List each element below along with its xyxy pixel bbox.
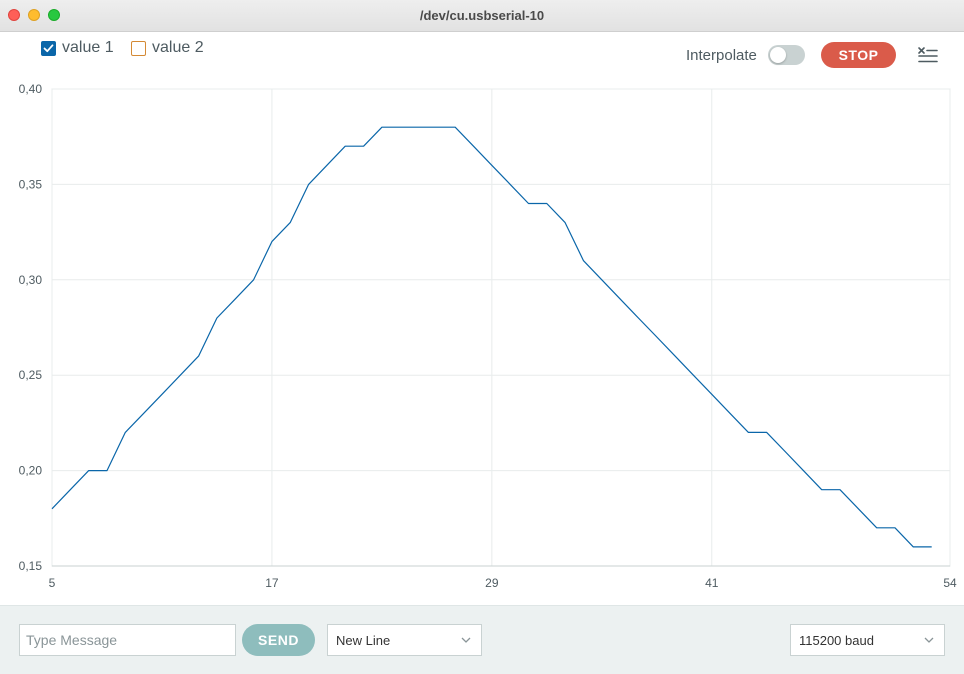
data-point — [490, 164, 493, 167]
data-point — [545, 202, 548, 205]
x-tick-label: 41 — [705, 576, 719, 590]
interpolate-toggle[interactable] — [768, 45, 805, 65]
plot-frame — [51, 88, 951, 567]
baud-rate-select[interactable]: 115200 baud — [790, 624, 945, 656]
data-point — [710, 393, 713, 396]
data-point — [784, 450, 787, 453]
title-bar: /dev/cu.usbserial-10 — [0, 0, 964, 32]
interpolate-label: Interpolate — [686, 47, 757, 64]
data-point — [839, 488, 842, 491]
data-point — [87, 469, 90, 472]
data-point — [912, 545, 915, 548]
data-point — [142, 412, 145, 415]
data-point — [362, 145, 365, 148]
window-title: /dev/cu.usbserial-10 — [419, 8, 545, 23]
data-point — [105, 469, 108, 472]
data-point — [197, 355, 200, 358]
data-point — [527, 202, 530, 205]
data-point — [69, 488, 72, 491]
plot-area: 0,40 0,35 0,30 0,25 0,20 0,15 5 17 29 41 54 — [19, 82, 957, 590]
send-button[interactable]: SEND — [242, 624, 315, 656]
data-point — [417, 126, 420, 129]
baud-rate-value: 115200 baud — [799, 632, 874, 648]
data-point — [619, 297, 622, 300]
data-point — [215, 316, 218, 319]
data-point — [380, 126, 383, 129]
data-point — [857, 507, 860, 510]
maximize-window-button[interactable] — [48, 9, 60, 21]
data-point — [399, 126, 402, 129]
minimize-window-button[interactable] — [28, 9, 40, 21]
data-point — [802, 469, 805, 472]
data-point — [564, 221, 567, 224]
legend-item-value-2[interactable]: value 2 — [131, 39, 204, 57]
y-tick-label: 0,35 — [19, 177, 43, 191]
value-2-checkbox[interactable] — [131, 40, 146, 56]
data-point — [51, 507, 54, 510]
data-point — [930, 545, 933, 548]
legend-label-value-1: value 1 — [62, 39, 114, 56]
data-point — [894, 526, 897, 529]
y-tick-label: 0,15 — [19, 559, 43, 573]
data-point — [875, 526, 878, 529]
legend-item-value-1[interactable]: value 1 — [41, 39, 114, 57]
checkmark-icon — [43, 43, 54, 52]
data-point — [692, 374, 695, 377]
plotter-toolbar: value 1 value 2 Interpolate STOP — [0, 32, 964, 82]
data-point — [582, 259, 585, 262]
value-1-checkbox[interactable] — [41, 40, 56, 56]
data-point — [270, 240, 273, 243]
y-tick-label: 0,20 — [19, 464, 43, 478]
data-point — [674, 355, 677, 358]
chevron-down-icon — [924, 637, 934, 643]
data-point — [124, 431, 127, 434]
data-point — [307, 183, 310, 186]
data-point — [820, 488, 823, 491]
toggle-knob — [770, 47, 786, 63]
y-tick-label: 0,30 — [19, 273, 43, 287]
message-bar: SEND New Line 115200 baud — [0, 605, 964, 674]
y-tick-label: 0,25 — [19, 368, 43, 382]
y-tick-label: 0,40 — [19, 82, 43, 96]
clear-output-icon[interactable] — [917, 46, 939, 64]
x-tick-label: 54 — [943, 576, 957, 590]
data-point — [344, 145, 347, 148]
x-tick-label: 29 — [485, 576, 499, 590]
series-line-value-1 — [51, 126, 932, 548]
data-point — [655, 336, 658, 339]
data-point — [747, 431, 750, 434]
data-point — [160, 393, 163, 396]
data-point — [435, 126, 438, 129]
close-window-button[interactable] — [8, 9, 20, 21]
x-tick-label: 5 — [49, 576, 56, 590]
data-point — [325, 164, 328, 167]
data-point — [179, 374, 182, 377]
data-point — [454, 126, 457, 129]
message-input[interactable] — [19, 624, 236, 656]
data-point — [600, 278, 603, 281]
data-point — [252, 278, 255, 281]
data-point — [472, 145, 475, 148]
x-tick-label: 17 — [265, 576, 279, 590]
legend-label-value-2: value 2 — [152, 39, 204, 56]
data-point — [729, 412, 732, 415]
data-point — [509, 183, 512, 186]
data-point — [234, 297, 237, 300]
line-ending-select[interactable]: New Line — [327, 624, 482, 656]
stop-button[interactable]: STOP — [821, 42, 896, 68]
chevron-down-icon — [461, 637, 471, 643]
data-point — [289, 221, 292, 224]
data-point — [765, 431, 768, 434]
line-ending-value: New Line — [336, 632, 391, 648]
data-point — [637, 316, 640, 319]
